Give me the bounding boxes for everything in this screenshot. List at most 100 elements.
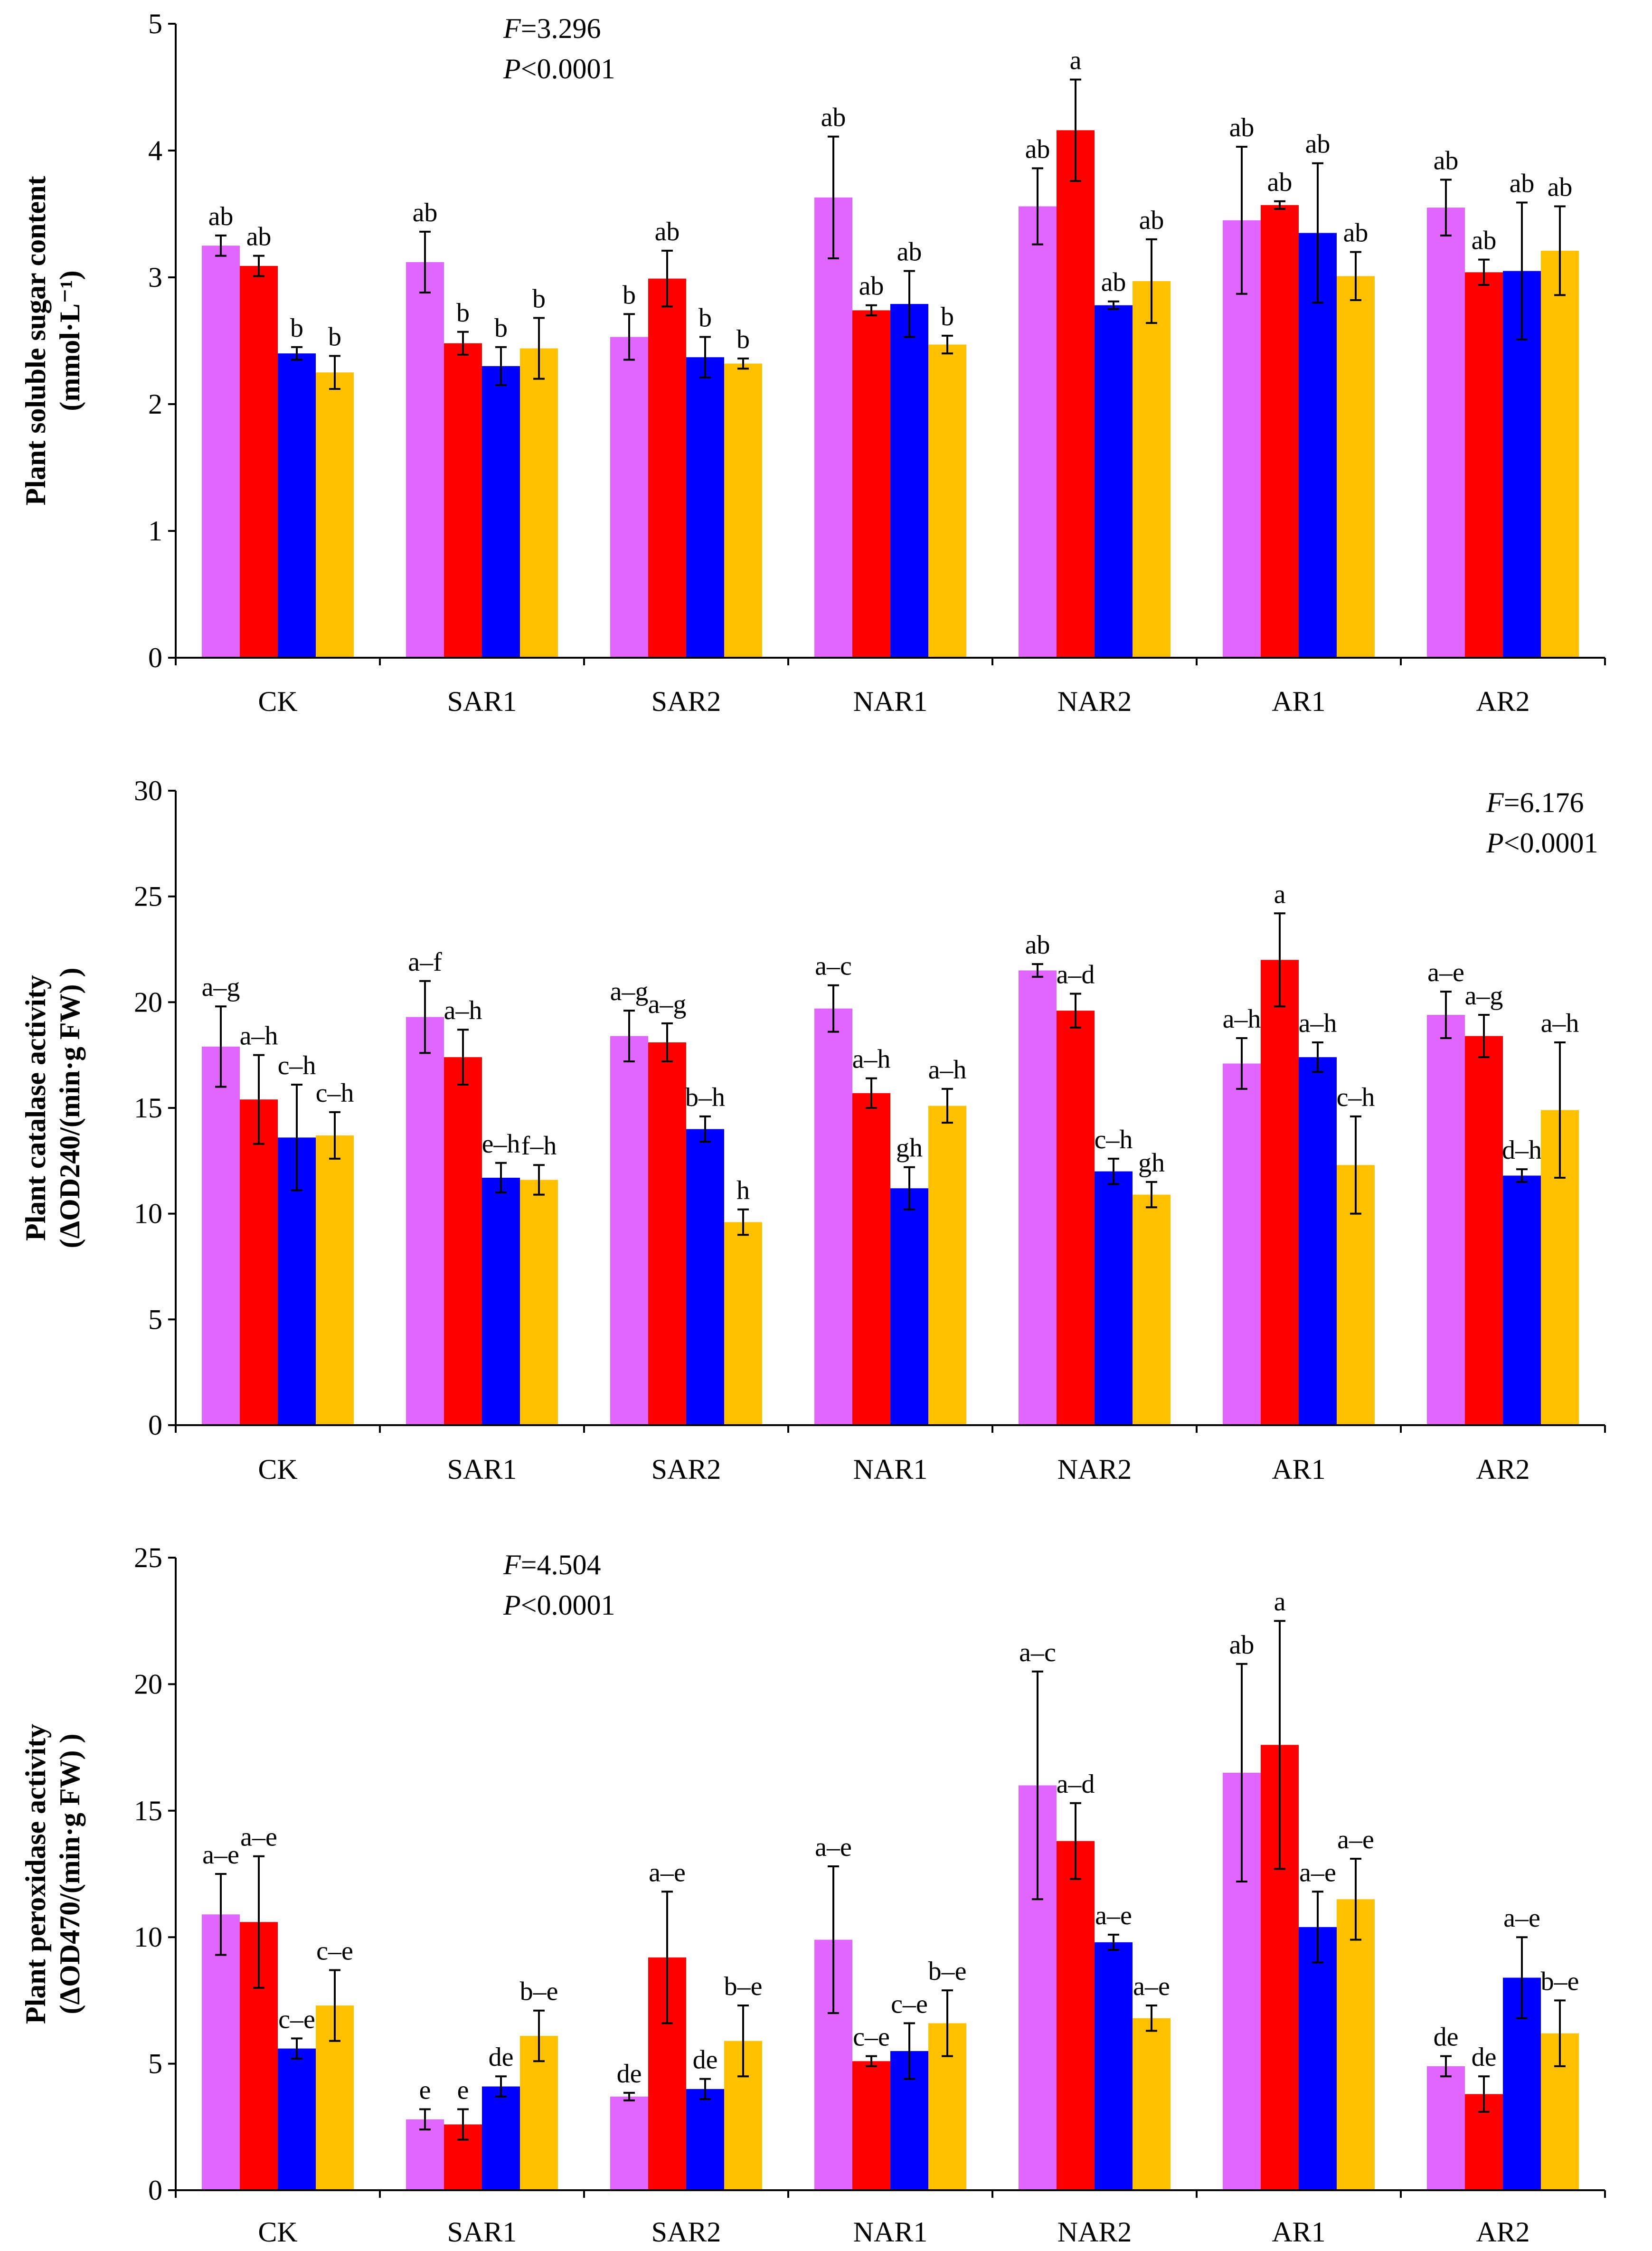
significance-label: b–e bbox=[1541, 1967, 1579, 1996]
significance-label: ab bbox=[1510, 169, 1535, 198]
f-value: =3.296 bbox=[521, 13, 601, 44]
bar-CK-series-3 bbox=[278, 353, 316, 658]
significance-label: ab bbox=[1548, 172, 1573, 202]
significance-label: a–h bbox=[1299, 1009, 1337, 1038]
bar-NAR1-series-1 bbox=[814, 197, 852, 658]
bar-SAR1-series-3 bbox=[482, 2086, 520, 2190]
bar-SAR2-series-4 bbox=[724, 1222, 762, 1425]
bar-AR1-series-2 bbox=[1261, 960, 1299, 1425]
significance-label: b–e bbox=[520, 1977, 558, 2006]
bar-CK-series-2 bbox=[240, 1099, 278, 1425]
x-category-label: AR1 bbox=[1272, 2216, 1325, 2248]
significance-label: a–e bbox=[1427, 958, 1464, 987]
significance-label: b–e bbox=[724, 1972, 763, 2001]
f-statistic: F=3.296 bbox=[503, 13, 601, 44]
bar-SAR2-series-1 bbox=[610, 1036, 648, 1425]
y-tick-label: 10 bbox=[134, 1921, 162, 1953]
x-category-label: NAR1 bbox=[853, 686, 928, 717]
p-value-number: <0.0001 bbox=[1504, 827, 1598, 859]
bar-AR2-series-2 bbox=[1465, 1036, 1503, 1425]
bar-SAR1-series-1 bbox=[406, 2119, 444, 2190]
bar-CK-series-4 bbox=[316, 1135, 354, 1425]
x-category-label: SAR2 bbox=[651, 686, 721, 717]
y-tick-label: 0 bbox=[148, 2175, 162, 2206]
significance-label: a–h bbox=[852, 1045, 891, 1074]
p-value: P<0.0001 bbox=[1486, 827, 1598, 859]
significance-label: d–h bbox=[1502, 1135, 1542, 1165]
y-tick-label: 30 bbox=[134, 775, 162, 806]
significance-label: a bbox=[1274, 1587, 1286, 1617]
bar-SAR1-series-4 bbox=[520, 348, 558, 658]
bar-AR1-series-3 bbox=[1299, 1927, 1337, 2190]
bar-CK-series-2 bbox=[240, 265, 278, 658]
y-tick-label: 5 bbox=[148, 2048, 162, 2080]
bar-CK-series-1 bbox=[202, 1914, 240, 2190]
significance-label: b bbox=[328, 322, 341, 352]
bar-SAR2-series-2 bbox=[648, 278, 686, 658]
significance-label: b bbox=[494, 313, 508, 343]
y-axis-title-line: (ΔOD470/(min·g FW) ) bbox=[54, 1734, 85, 2015]
p-symbol: P bbox=[1486, 827, 1504, 859]
y-tick-label: 5 bbox=[148, 8, 162, 39]
significance-label: b–e bbox=[928, 1957, 967, 1986]
significance-label: gh bbox=[896, 1134, 923, 1163]
significance-label: c–e bbox=[891, 1989, 928, 2019]
f-symbol: F bbox=[1486, 787, 1504, 818]
f-symbol: F bbox=[503, 1549, 521, 1580]
y-tick-label: 2 bbox=[148, 388, 162, 420]
significance-label: a–d bbox=[1057, 1769, 1095, 1799]
bar-NAR2-series-4 bbox=[1133, 1194, 1171, 1425]
significance-label: ab bbox=[821, 103, 846, 132]
bar-SAR2-series-3 bbox=[686, 2089, 724, 2190]
significance-label: a–d bbox=[1057, 960, 1095, 990]
bar-NAR1-series-2 bbox=[852, 310, 890, 658]
p-symbol: P bbox=[503, 1589, 521, 1621]
y-tick-label: 25 bbox=[134, 881, 162, 912]
significance-label: a–e bbox=[1133, 1972, 1170, 2001]
significance-label: b bbox=[623, 280, 636, 310]
significance-label: de bbox=[617, 2059, 642, 2089]
significance-label: ab bbox=[1343, 218, 1369, 248]
significance-label: a–e bbox=[1095, 1901, 1132, 1930]
significance-label: b bbox=[290, 313, 303, 343]
bar-NAR2-series-2 bbox=[1057, 1841, 1095, 2190]
p-value: P<0.0001 bbox=[503, 1589, 615, 1621]
y-tick-label: 10 bbox=[134, 1198, 162, 1230]
significance-label: ab bbox=[413, 198, 438, 227]
f-statistic: F=6.176 bbox=[1486, 787, 1584, 818]
significance-label: e bbox=[457, 2076, 469, 2105]
bar-SAR1-series-2 bbox=[444, 343, 482, 658]
f-symbol: F bbox=[503, 13, 521, 44]
significance-label: a–f bbox=[408, 947, 442, 977]
y-tick-label: 1 bbox=[148, 515, 162, 547]
significance-label: a–g bbox=[1465, 981, 1503, 1011]
bar-SAR1-series-1 bbox=[406, 262, 444, 658]
significance-label: e–h bbox=[482, 1129, 520, 1159]
x-category-label: AR1 bbox=[1272, 686, 1325, 717]
significance-label: ab bbox=[1139, 206, 1164, 235]
significance-label: ab bbox=[1267, 168, 1293, 197]
bar-NAR2-series-3 bbox=[1095, 305, 1133, 658]
significance-label: de bbox=[1472, 2043, 1497, 2072]
bar-CK-series-1 bbox=[202, 246, 240, 658]
significance-label: c–e bbox=[316, 1936, 353, 1966]
y-tick-label: 15 bbox=[134, 1795, 162, 1826]
significance-label: de bbox=[1434, 2023, 1459, 2052]
y-tick-label: 25 bbox=[134, 1542, 162, 1573]
p-value-number: <0.0001 bbox=[521, 53, 615, 85]
bar-SAR2-series-4 bbox=[724, 363, 762, 658]
significance-label: a–h bbox=[1223, 1004, 1261, 1034]
significance-label: e bbox=[419, 2076, 431, 2105]
x-category-label: AR1 bbox=[1272, 1454, 1325, 1485]
f-statistic: F=4.504 bbox=[503, 1549, 601, 1580]
y-tick-label: 0 bbox=[148, 1409, 162, 1441]
f-value: =4.504 bbox=[521, 1549, 601, 1580]
bar-AR1-series-1 bbox=[1223, 1063, 1261, 1425]
significance-label: a bbox=[1070, 46, 1082, 75]
significance-label: a–h bbox=[240, 1021, 278, 1051]
bar-SAR2-series-2 bbox=[648, 1042, 686, 1425]
